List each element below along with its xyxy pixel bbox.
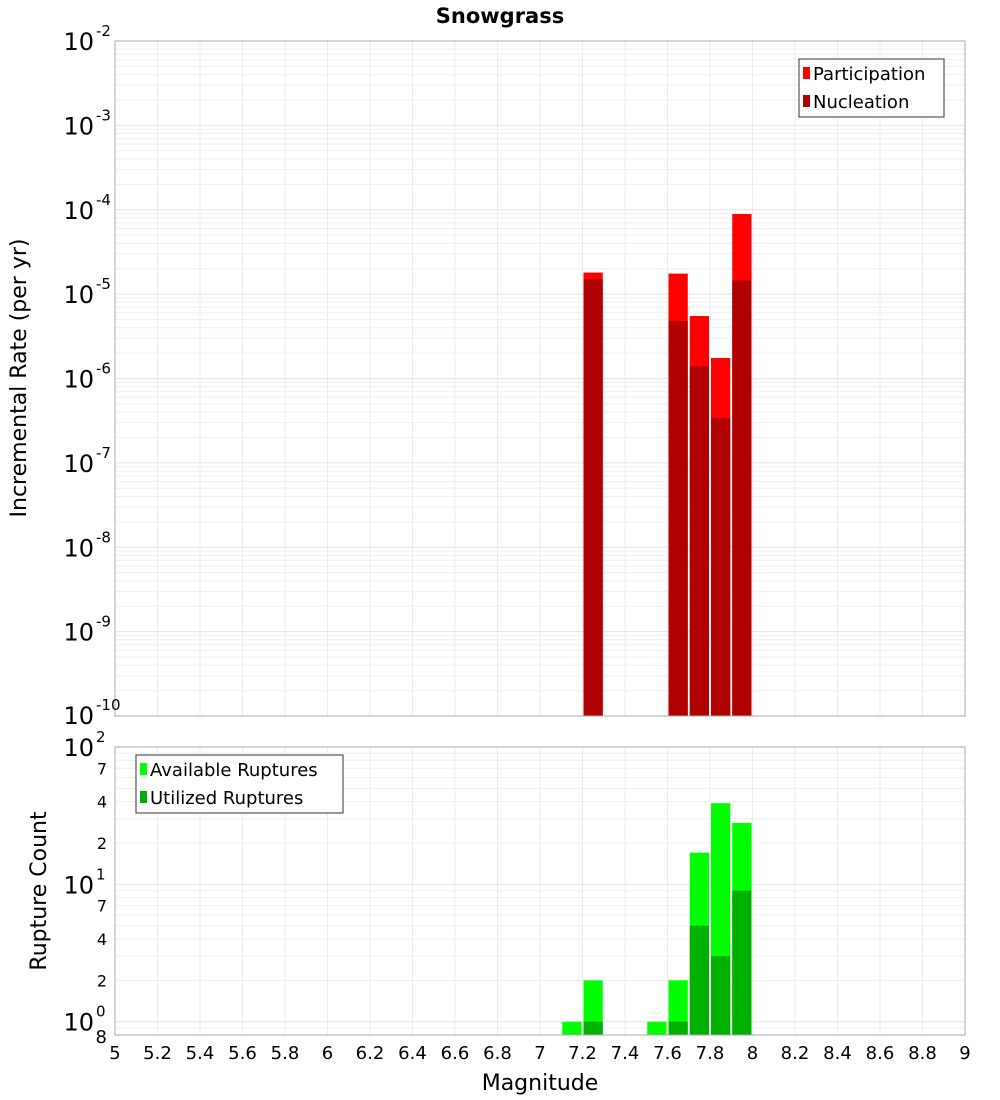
bar-available-ruptures xyxy=(668,980,688,1035)
x-tick-label: 7.4 xyxy=(611,1043,640,1064)
x-tick-label: 9 xyxy=(959,1043,970,1064)
y-tick-label: 10 xyxy=(63,619,94,647)
y-minor-tick-label: 4 xyxy=(97,793,107,812)
y-tick-label: 10 xyxy=(63,871,94,899)
y-minor-tick-label: 7 xyxy=(97,759,107,778)
bar-available-ruptures xyxy=(562,1021,582,1035)
y-tick-exponent: -10 xyxy=(96,696,121,714)
y-tick-label: 10 xyxy=(63,534,94,562)
y-tick-label: 10 xyxy=(63,1009,94,1037)
x-tick-label: 5.6 xyxy=(228,1043,257,1064)
top-y-axis-label: Incremental Rate (per yr) xyxy=(7,239,32,518)
legend-label: Available Ruptures xyxy=(150,760,318,781)
legend-box xyxy=(135,754,344,814)
bottom-y-axis-label: Rupture Count xyxy=(27,811,52,971)
y-tick-exponent: 0 xyxy=(96,1003,106,1021)
x-tick-label: 7.8 xyxy=(696,1043,725,1064)
legend-swatch xyxy=(803,67,810,79)
legend-label: Utilized Ruptures xyxy=(150,788,303,809)
x-tick-label: 6.2 xyxy=(356,1043,385,1064)
bar-nucleation xyxy=(711,418,731,716)
bar-utilized-ruptures xyxy=(668,1021,688,1035)
x-tick-label: 8.4 xyxy=(823,1043,852,1064)
y-tick-exponent: -8 xyxy=(96,528,111,546)
x-tick-label: 6.6 xyxy=(441,1043,470,1064)
bar-nucleation xyxy=(689,366,709,716)
y-tick-exponent: -2 xyxy=(96,22,111,40)
legend-swatch xyxy=(140,791,147,803)
bar-nucleation xyxy=(732,280,752,716)
y-tick-exponent: -9 xyxy=(96,613,111,631)
y-tick-exponent: 1 xyxy=(96,865,106,883)
x-tick-label: 8.6 xyxy=(866,1043,895,1064)
y-tick-exponent: -3 xyxy=(96,106,111,124)
x-tick-label: 8 xyxy=(747,1043,758,1064)
y-minor-tick-label: 7 xyxy=(97,897,107,916)
x-tick-label: 8.2 xyxy=(781,1043,810,1064)
x-tick-label: 5.4 xyxy=(186,1043,215,1064)
legend-swatch xyxy=(140,763,147,775)
bar-utilized-ruptures xyxy=(711,956,731,1035)
y-tick-exponent: 2 xyxy=(96,728,106,746)
y-tick-label: 10 xyxy=(63,702,94,730)
y-tick-label: 10 xyxy=(63,734,94,762)
bar-nucleation xyxy=(583,279,603,716)
x-tick-label: 6.8 xyxy=(483,1043,512,1064)
bar-available-ruptures xyxy=(647,1021,667,1035)
plot-border xyxy=(114,746,966,1036)
y-tick-label: 10 xyxy=(63,28,94,56)
x-tick-label: 6 xyxy=(322,1043,333,1064)
legend-box xyxy=(798,58,945,118)
chart-title: Snowgrass xyxy=(436,4,564,28)
x-tick-label: 6.4 xyxy=(398,1043,427,1064)
y-tick-exponent: -6 xyxy=(96,360,111,378)
x-axis-label: Magnitude xyxy=(482,1071,599,1096)
y-tick-exponent: -7 xyxy=(96,444,111,462)
bar-utilized-ruptures xyxy=(583,1021,603,1035)
y-minor-tick-label: 2 xyxy=(97,971,107,990)
y-tick-label: 10 xyxy=(63,281,94,309)
x-tick-label: 7.2 xyxy=(568,1043,597,1064)
y-tick-exponent: -5 xyxy=(96,275,111,293)
legend-label: Participation xyxy=(813,64,925,85)
y-minor-tick-label: 8 xyxy=(96,1027,107,1048)
x-tick-label: 5 xyxy=(109,1043,120,1064)
y-minor-tick-label: 4 xyxy=(97,930,107,949)
x-tick-label: 8.8 xyxy=(908,1043,937,1064)
legend-label: Nucleation xyxy=(813,92,909,113)
y-tick-label: 10 xyxy=(63,112,94,140)
legend-swatch xyxy=(803,95,810,107)
bar-nucleation xyxy=(668,321,688,716)
y-tick-label: 10 xyxy=(63,366,94,394)
x-tick-label: 5.8 xyxy=(271,1043,300,1064)
bar-utilized-ruptures xyxy=(732,890,752,1035)
y-tick-label: 10 xyxy=(63,450,94,478)
plot-border xyxy=(114,40,966,717)
x-tick-label: 7 xyxy=(534,1043,545,1064)
x-tick-label: 5.2 xyxy=(143,1043,172,1064)
bar-utilized-ruptures xyxy=(689,925,709,1035)
y-minor-tick-label: 2 xyxy=(97,834,107,853)
y-tick-exponent: -4 xyxy=(96,191,111,209)
y-tick-label: 10 xyxy=(63,197,94,225)
bar-available-ruptures xyxy=(583,980,603,1035)
x-tick-label: 7.6 xyxy=(653,1043,682,1064)
